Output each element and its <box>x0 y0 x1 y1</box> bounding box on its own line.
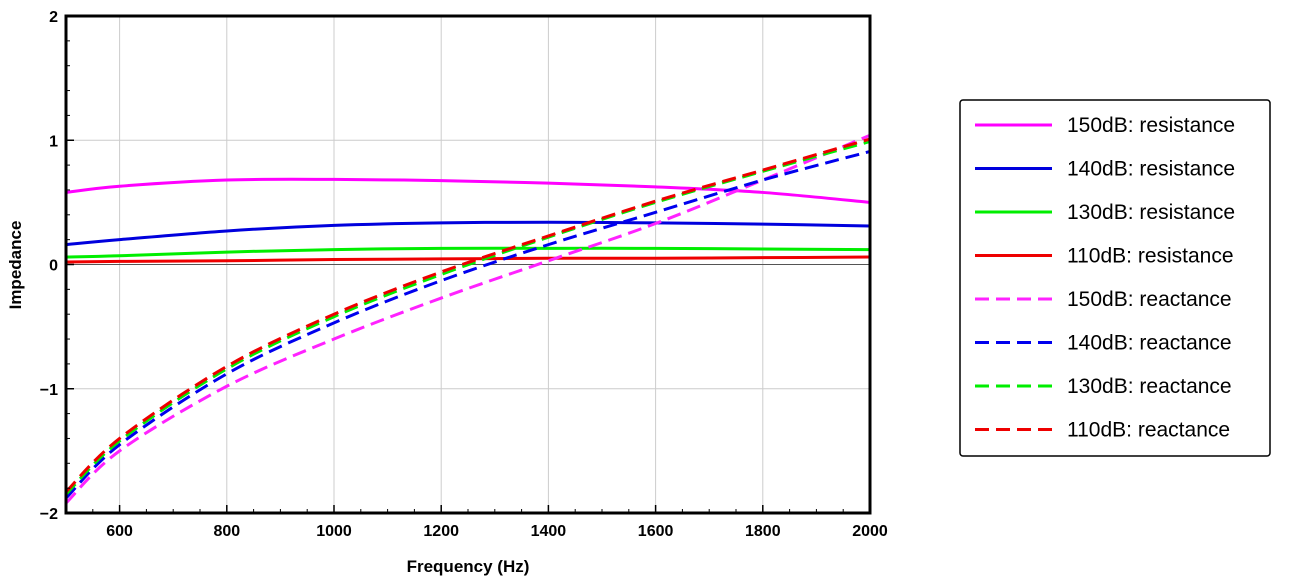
series-line-130db-resistance <box>65 246 871 259</box>
series-line-150db-reactance <box>64 133 871 505</box>
x-tick-label: 800 <box>213 523 240 540</box>
y-tick-label: 2 <box>49 9 58 26</box>
series-line-110db-resistance <box>65 255 871 264</box>
legend: 150dB: resistance 140dB: resistance 130dB:… <box>959 99 1271 457</box>
series-line-110db-reactance <box>64 137 871 493</box>
series-line-140db-reactance <box>64 149 871 500</box>
y-tick-label: 1 <box>49 133 58 150</box>
legend-label-130db-resistance: 130dB: resistance <box>1067 201 1235 224</box>
legend-label-150db-reactance: 150dB: reactance <box>1067 288 1232 311</box>
legend-label-150db-resistance: 150dB: resistance <box>1067 114 1235 137</box>
x-axis-label: Frequency (Hz) <box>407 557 530 576</box>
legend-label-110db-reactance: 110dB: reactance <box>1067 419 1230 442</box>
tick-labels: 600 800 1000 1200 1400 1600 1800 2000 −2 −1 0 1 2 <box>40 9 888 540</box>
legend-label-140db-reactance: 140dB: reactance <box>1067 332 1232 355</box>
y-tick-label: 0 <box>49 258 58 275</box>
x-tick-label: 1200 <box>423 523 459 540</box>
legend-box <box>959 99 1271 457</box>
axis-ticks <box>65 15 871 514</box>
x-tick-label: 1600 <box>638 523 674 540</box>
series-lines <box>64 133 871 505</box>
x-tick-label: 1400 <box>531 523 567 540</box>
x-tick-label: 1800 <box>745 523 781 540</box>
x-tick-label: 1000 <box>316 523 352 540</box>
x-tick-label: 2000 <box>852 523 888 540</box>
legend-label-130db-reactance: 130dB: reactance <box>1067 375 1232 398</box>
y-tick-label: −2 <box>40 506 58 523</box>
legend-label-110db-resistance: 110dB: resistance <box>1067 245 1234 268</box>
y-axis-label: Impedance <box>6 221 25 310</box>
y-tick-label: −1 <box>40 382 58 399</box>
series-line-140db-resistance <box>65 220 871 247</box>
x-tick-label: 600 <box>106 523 133 540</box>
legend-label-140db-resistance: 140dB: resistance <box>1067 158 1235 181</box>
